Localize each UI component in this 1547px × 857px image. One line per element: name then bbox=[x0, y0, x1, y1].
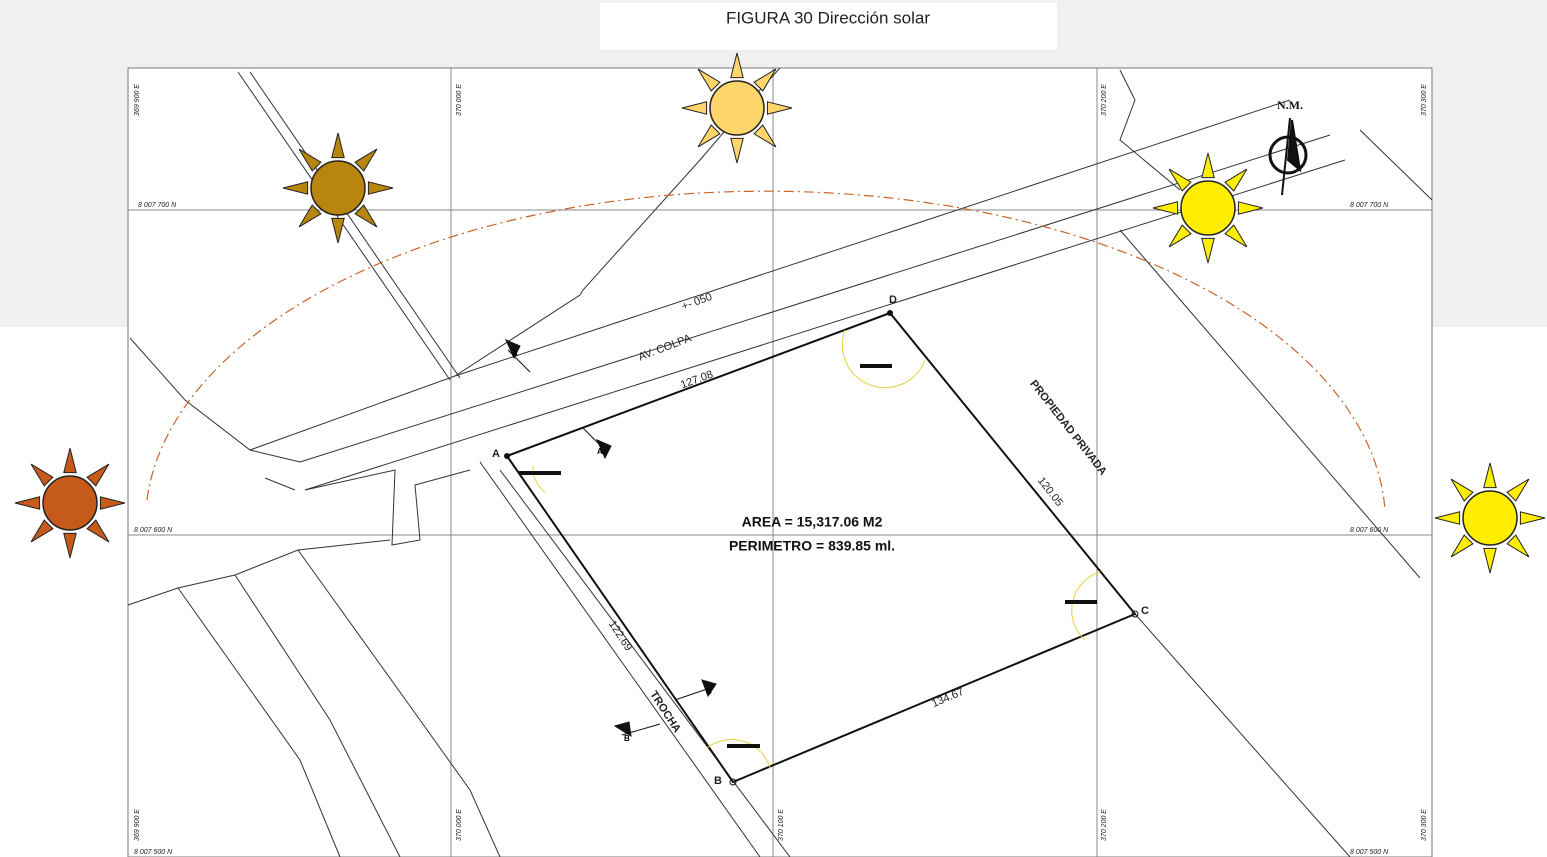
angle-arcs bbox=[532, 329, 1101, 769]
sun-ray bbox=[86, 463, 110, 487]
section-marks: A A B B bbox=[505, 339, 717, 743]
context-lines bbox=[127, 67, 1433, 857]
section-label: B bbox=[706, 687, 712, 696]
sun-ray bbox=[1483, 462, 1497, 489]
sun-ray bbox=[298, 148, 322, 172]
sun-ray bbox=[681, 101, 708, 115]
sun-disc bbox=[1180, 180, 1236, 236]
sun-ray bbox=[753, 68, 777, 92]
sun-ray bbox=[30, 463, 54, 487]
vertex-label: C bbox=[1141, 605, 1149, 617]
sun-disc bbox=[1462, 490, 1518, 546]
sun-ray bbox=[1506, 534, 1530, 558]
grid-label: 370 300 E bbox=[1421, 809, 1428, 841]
sun-ray bbox=[730, 52, 744, 79]
grid-label: 369 900 E bbox=[134, 809, 141, 841]
sun-ray bbox=[1483, 547, 1497, 574]
sun-ray bbox=[99, 496, 126, 510]
sun-ray bbox=[86, 519, 110, 543]
sun-ray bbox=[1201, 237, 1215, 264]
sun bbox=[282, 132, 394, 244]
title: FIGURA 30 Dirección solar bbox=[726, 8, 930, 27]
sun-ray bbox=[730, 137, 744, 164]
sun bbox=[1434, 462, 1546, 574]
grid-label: 370 200 E bbox=[1101, 809, 1108, 841]
sun-disc bbox=[310, 160, 366, 216]
sun-ray bbox=[30, 519, 54, 543]
section-label: A bbox=[512, 349, 518, 358]
north-label: N.M. bbox=[1277, 98, 1303, 112]
sun-ray bbox=[63, 447, 77, 474]
sun-ray bbox=[1506, 478, 1530, 502]
title-box bbox=[600, 3, 1057, 50]
sun-ray bbox=[1168, 168, 1192, 192]
sun-ray bbox=[14, 496, 41, 510]
sun-ray bbox=[1224, 224, 1248, 248]
grid-labels: 369 900 E 370 000 E 370 200 E 370 300 E … bbox=[134, 84, 1428, 856]
sun bbox=[1152, 152, 1264, 264]
grid-label: 8 007 600 N bbox=[134, 527, 173, 534]
sun-ray bbox=[1152, 201, 1179, 215]
sun-ray bbox=[697, 124, 721, 148]
grid-label: 370 100 E bbox=[778, 809, 785, 841]
grid-label: 369 900 E bbox=[134, 84, 141, 116]
angle-marks bbox=[519, 364, 1097, 748]
sun-disc bbox=[42, 475, 98, 531]
perimeter-label: PERIMETRO = 839.85 ml. bbox=[729, 538, 895, 554]
section-label: B bbox=[624, 734, 630, 743]
vertex-label: D bbox=[889, 294, 897, 306]
grid-label: 8 007 700 N bbox=[138, 202, 177, 209]
sun-ray bbox=[354, 148, 378, 172]
sun-ray bbox=[63, 532, 77, 559]
sun-ray bbox=[1450, 534, 1474, 558]
sun bbox=[14, 447, 126, 559]
sun-ray bbox=[282, 181, 309, 195]
sun-ray bbox=[298, 204, 322, 228]
solar-path bbox=[146, 190, 1386, 511]
grid-label: 370 300 E bbox=[1421, 84, 1428, 116]
sun-ray bbox=[766, 101, 793, 115]
north-arrow: N.M. bbox=[1268, 98, 1308, 196]
sun-ray bbox=[331, 217, 345, 244]
sun-ray bbox=[1434, 511, 1461, 525]
sun-ray bbox=[1237, 201, 1264, 215]
lot bbox=[504, 310, 1139, 786]
lot-boundary bbox=[505, 311, 1137, 784]
grid-label: 8 007 500 N bbox=[134, 849, 173, 856]
sun-ray bbox=[753, 124, 777, 148]
sun-ray bbox=[331, 132, 345, 159]
sun-disc bbox=[709, 80, 765, 136]
grid-label: 8 007 600 N bbox=[1350, 527, 1389, 534]
sun-ray bbox=[1519, 511, 1546, 525]
grid-label: 370 000 E bbox=[456, 84, 463, 116]
sun-ray bbox=[1168, 224, 1192, 248]
area-label: AREA = 15,317.06 M2 bbox=[742, 514, 883, 530]
sun-ray bbox=[354, 204, 378, 228]
grid-label: 370 000 E bbox=[456, 809, 463, 841]
sun bbox=[681, 52, 793, 164]
vertex-label: B bbox=[714, 775, 722, 787]
sun-ray bbox=[1224, 168, 1248, 192]
suns bbox=[14, 52, 1546, 574]
grid-label: 370 200 E bbox=[1101, 84, 1108, 116]
section-label: A bbox=[597, 447, 603, 456]
sun-ray bbox=[367, 181, 394, 195]
sun-ray bbox=[697, 68, 721, 92]
grid-label: 8 007 500 N bbox=[1350, 849, 1389, 856]
vertex-labels: A B C D bbox=[492, 294, 1149, 787]
sun-ray bbox=[1450, 478, 1474, 502]
grid-label: 8 007 700 N bbox=[1350, 202, 1389, 209]
vertex-label: A bbox=[492, 448, 500, 460]
sun-ray bbox=[1201, 152, 1215, 179]
